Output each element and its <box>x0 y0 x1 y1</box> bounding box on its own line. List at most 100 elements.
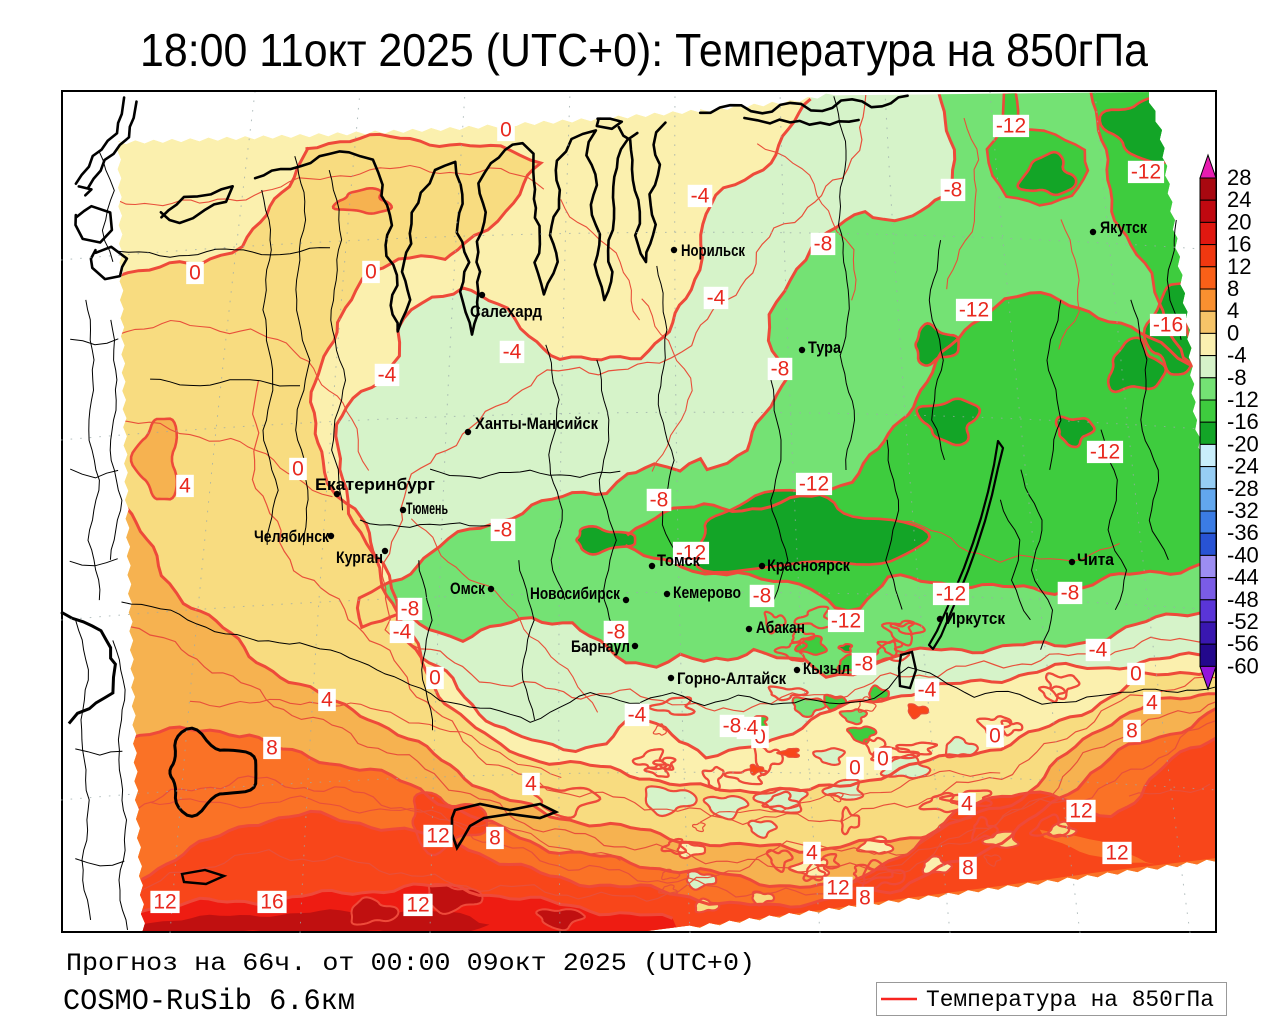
svg-text:-24: -24 <box>1227 454 1259 479</box>
svg-text:-8: -8 <box>753 585 772 608</box>
svg-text:4: 4 <box>961 793 973 816</box>
svg-text:Тура: Тура <box>808 338 841 357</box>
svg-text:-8: -8 <box>944 179 963 202</box>
svg-text:-16: -16 <box>1227 409 1259 434</box>
svg-text:-12: -12 <box>996 115 1026 138</box>
svg-text:0: 0 <box>365 261 377 284</box>
svg-text:COSMO-RuSib 6.6км: COSMO-RuSib 6.6км <box>63 985 355 1019</box>
svg-text:-44: -44 <box>1227 565 1259 590</box>
svg-text:8: 8 <box>859 887 871 910</box>
svg-text:4: 4 <box>179 475 191 498</box>
svg-text:0: 0 <box>1227 320 1239 345</box>
svg-text:4: 4 <box>525 773 537 796</box>
svg-text:-12: -12 <box>1090 441 1120 464</box>
svg-text:-8: -8 <box>723 715 742 738</box>
svg-text:0: 0 <box>849 757 861 780</box>
svg-text:-8: -8 <box>855 653 874 676</box>
svg-text:-8: -8 <box>494 519 513 542</box>
svg-text:-12: -12 <box>936 583 966 606</box>
svg-text:Салехард: Салехард <box>470 302 542 321</box>
svg-text:-40: -40 <box>1227 542 1259 567</box>
svg-text:Абакан: Абакан <box>756 618 805 637</box>
svg-text:-36: -36 <box>1227 520 1259 545</box>
svg-text:-4: -4 <box>707 287 726 310</box>
svg-text:12: 12 <box>153 891 176 914</box>
svg-text:-4: -4 <box>918 679 937 702</box>
svg-text:-8: -8 <box>607 621 626 644</box>
svg-text:16: 16 <box>260 891 283 914</box>
svg-text:20: 20 <box>1227 209 1251 234</box>
svg-text:Кемерово: Кемерово <box>673 583 741 602</box>
svg-text:0: 0 <box>292 458 304 481</box>
svg-text:-8: -8 <box>814 233 833 256</box>
svg-text:12: 12 <box>1227 254 1251 279</box>
svg-text:Кызыл: Кызыл <box>803 659 850 678</box>
svg-text:8: 8 <box>1227 276 1239 301</box>
svg-text:-12: -12 <box>1131 161 1161 184</box>
svg-text:0: 0 <box>989 725 1001 748</box>
svg-text:4: 4 <box>806 842 818 865</box>
svg-text:-32: -32 <box>1227 498 1259 523</box>
svg-text:Температура на 850гПа: Температура на 850гПа <box>926 987 1214 1013</box>
svg-text:Новосибирск: Новосибирск <box>530 584 620 603</box>
svg-text:-12: -12 <box>831 610 861 633</box>
svg-text:Чита: Чита <box>1077 550 1114 569</box>
svg-text:-4: -4 <box>691 185 710 208</box>
svg-text:-8: -8 <box>401 598 420 621</box>
svg-text:0: 0 <box>429 667 441 690</box>
svg-text:Якутск: Якутск <box>1100 218 1147 237</box>
svg-text:-60: -60 <box>1227 653 1259 678</box>
svg-text:0: 0 <box>500 119 512 142</box>
svg-text:12: 12 <box>826 877 849 900</box>
svg-text:8: 8 <box>1126 720 1138 743</box>
svg-text:8: 8 <box>489 827 501 850</box>
svg-text:18:00 11окт 2025 (UTC+0): Темп: 18:00 11окт 2025 (UTC+0): Температура на… <box>140 24 1148 76</box>
svg-text:-12: -12 <box>799 473 829 496</box>
svg-text:-16: -16 <box>1153 314 1183 337</box>
svg-text:-4: -4 <box>740 717 759 740</box>
svg-text:12: 12 <box>1105 842 1128 865</box>
svg-text:-4: -4 <box>628 704 647 727</box>
svg-text:-8: -8 <box>1227 365 1247 390</box>
svg-text:Омск: Омск <box>450 579 485 598</box>
svg-text:Красноярск: Красноярск <box>767 556 850 575</box>
svg-text:Прогноз на 66ч. от 00:00 09окт: Прогноз на 66ч. от 00:00 09окт 2025 (UTC… <box>66 949 755 978</box>
svg-text:-4: -4 <box>1227 343 1247 368</box>
svg-text:12: 12 <box>1069 800 1092 823</box>
svg-text:Горно-Алтайск: Горно-Алтайск <box>677 669 786 688</box>
svg-text:-4: -4 <box>378 364 397 387</box>
svg-text:-12: -12 <box>959 299 989 322</box>
svg-text:4: 4 <box>1146 692 1158 715</box>
svg-text:Курган: Курган <box>336 548 383 567</box>
svg-text:-48: -48 <box>1227 587 1259 612</box>
svg-text:-8: -8 <box>771 358 790 381</box>
svg-text:Екатеринбург: Екатеринбург <box>315 475 435 494</box>
svg-text:0: 0 <box>189 262 201 285</box>
svg-text:-56: -56 <box>1227 631 1259 656</box>
svg-text:8: 8 <box>266 737 278 760</box>
svg-text:0: 0 <box>1130 663 1142 686</box>
svg-text:12: 12 <box>406 894 429 917</box>
svg-text:-12: -12 <box>676 542 706 565</box>
svg-text:Томск: Томск <box>657 551 700 570</box>
svg-text:-4: -4 <box>503 341 522 364</box>
svg-text:12: 12 <box>426 825 449 848</box>
svg-text:-52: -52 <box>1227 609 1259 634</box>
svg-text:Норильск: Норильск <box>681 241 745 260</box>
svg-text:-12: -12 <box>1227 387 1259 412</box>
svg-text:Ханты-Мансийск: Ханты-Мансийск <box>475 414 598 433</box>
svg-text:28: 28 <box>1227 165 1251 190</box>
svg-text:4: 4 <box>321 689 333 712</box>
svg-text:Тюмень: Тюмень <box>406 499 448 518</box>
svg-text:16: 16 <box>1227 232 1251 257</box>
svg-text:Челябинск: Челябинск <box>254 527 329 546</box>
svg-text:-28: -28 <box>1227 476 1259 501</box>
svg-text:-8: -8 <box>1061 582 1080 605</box>
svg-text:-4: -4 <box>1089 639 1108 662</box>
svg-text:0: 0 <box>877 748 889 771</box>
svg-text:-8: -8 <box>650 489 669 512</box>
svg-text:Барнаул: Барнаул <box>571 637 630 656</box>
svg-text:-20: -20 <box>1227 431 1259 456</box>
svg-text:4: 4 <box>1227 298 1239 323</box>
svg-text:8: 8 <box>962 857 974 880</box>
